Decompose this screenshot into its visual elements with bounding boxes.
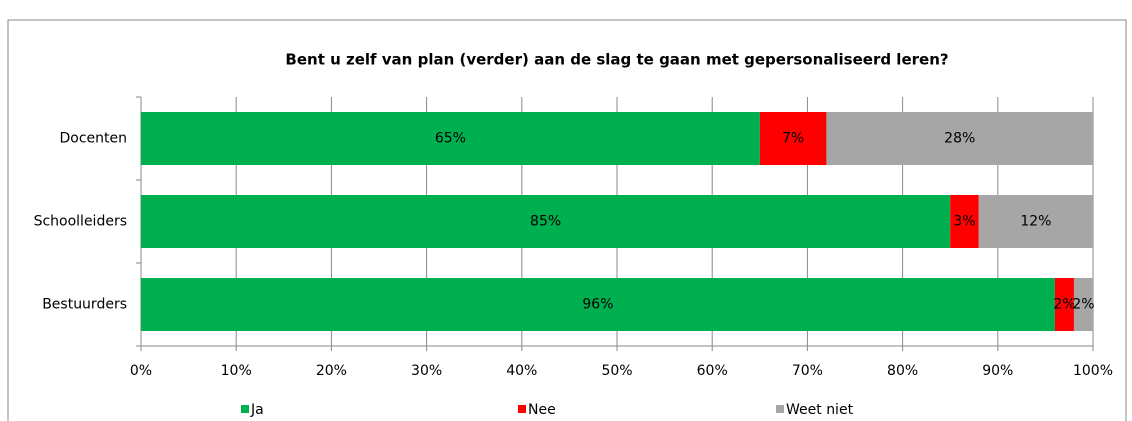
data-label: 85% (530, 214, 561, 230)
x-tick-label: 30% (411, 363, 442, 379)
x-tick-label: 60% (697, 363, 728, 379)
bar-segment (950, 195, 979, 248)
bar-segment (826, 112, 1093, 165)
data-label: 65% (435, 131, 466, 147)
x-tick-label: 90% (982, 363, 1013, 379)
x-tick-label: 0% (130, 363, 152, 379)
y-tick-label: Docenten (59, 131, 127, 147)
bar-segment (141, 112, 760, 165)
data-label: 2% (1053, 297, 1075, 313)
x-tick-label: 70% (792, 363, 823, 379)
x-tick-label: 40% (506, 363, 537, 379)
x-tick-label: 80% (887, 363, 918, 379)
legend-swatch (518, 405, 526, 413)
x-tick-label: 10% (221, 363, 252, 379)
x-tick-label: 50% (601, 363, 632, 379)
bar-segment (141, 195, 951, 248)
legend-label: Nee (528, 402, 556, 418)
x-tick-label: 100% (1073, 363, 1113, 379)
bar-segment (1073, 278, 1093, 331)
bar-segment (759, 112, 827, 165)
bar-segment (1054, 278, 1074, 331)
data-label: 96% (582, 297, 613, 313)
data-label: 2% (1072, 297, 1094, 313)
legend-label: Ja (250, 402, 264, 418)
bar-segment (141, 278, 1055, 331)
legend-swatch (776, 405, 784, 413)
data-label: 3% (953, 214, 975, 230)
legend-swatch (241, 405, 249, 413)
data-label: 28% (944, 131, 975, 147)
y-tick-label: Schoolleiders (34, 214, 127, 230)
data-label: 12% (1020, 214, 1051, 230)
x-tick-label: 20% (316, 363, 347, 379)
y-tick-label: Bestuurders (42, 297, 127, 313)
bar-segment (978, 195, 1093, 248)
data-label: 7% (782, 131, 804, 147)
chart-frame (7, 19, 1127, 421)
chart-title: Bent u zelf van plan (verder) aan de sla… (285, 51, 948, 69)
legend-label: Weet niet (786, 402, 854, 418)
